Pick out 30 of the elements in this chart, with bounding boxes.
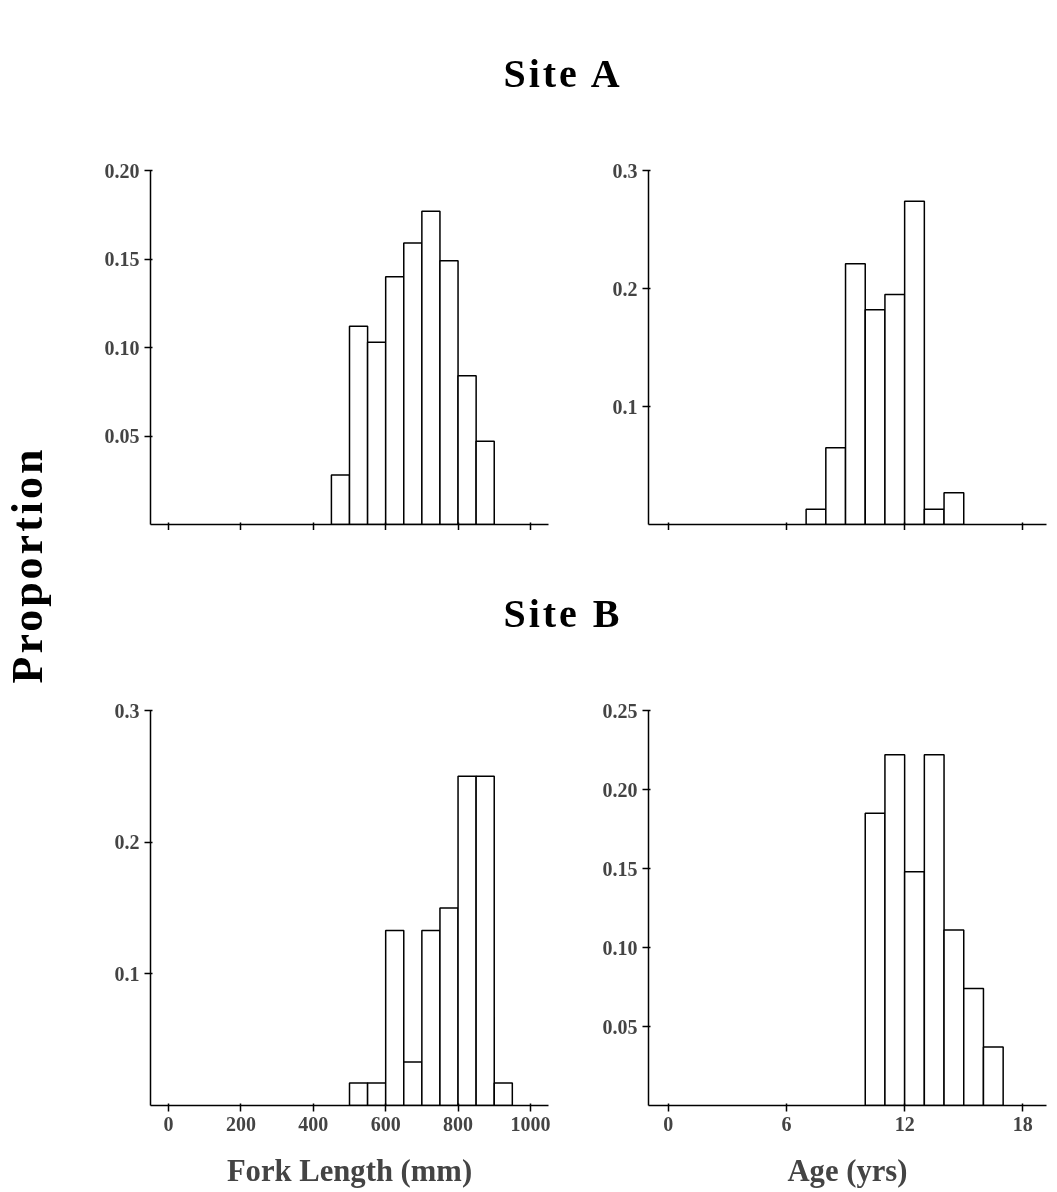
- y-tick-label: 0.20: [602, 778, 638, 801]
- y-tick-label: 0.2: [114, 831, 140, 854]
- y-tick-label: 0.10: [104, 336, 140, 359]
- y-tick-label: 0.20: [104, 159, 140, 182]
- x-tick-label: 200: [225, 1112, 256, 1135]
- x-tick-label: 12: [894, 1112, 915, 1135]
- y-axis-title: Proportion: [2, 446, 54, 684]
- x-tick-label: 0: [163, 1112, 174, 1135]
- y-tick-label: 0.1: [114, 962, 140, 985]
- y-tick-label: 0.3: [114, 699, 140, 722]
- y-tick-label: 0.15: [602, 857, 638, 880]
- x-tick-label: 18: [1012, 1112, 1033, 1135]
- y-tick-label: 0.15: [104, 248, 140, 270]
- y-tick-label: 0.05: [602, 1015, 638, 1038]
- x-tick-label: 0: [663, 1112, 674, 1135]
- y-tick-label: 0.1: [612, 395, 638, 418]
- x-tick-label: 1000: [510, 1112, 551, 1135]
- y-tick-label: 0.05: [104, 425, 140, 447]
- chart-title: Site A: [502, 50, 624, 98]
- y-tick-label: 0.10: [602, 936, 638, 959]
- y-tick-label: 0.3: [612, 159, 638, 182]
- x-axis-title: Fork Length (mm): [226, 1153, 473, 1188]
- x-tick-label: 6: [781, 1112, 792, 1135]
- chart-title: Site B: [502, 590, 624, 638]
- x-tick-label: 400: [298, 1112, 329, 1135]
- y-tick-label: 0.25: [602, 699, 638, 722]
- y-tick-label: 0.2: [612, 277, 638, 300]
- x-axis-title: Age (yrs): [787, 1153, 908, 1188]
- x-tick-label: 600: [370, 1112, 401, 1135]
- x-tick-label: 800: [443, 1112, 474, 1135]
